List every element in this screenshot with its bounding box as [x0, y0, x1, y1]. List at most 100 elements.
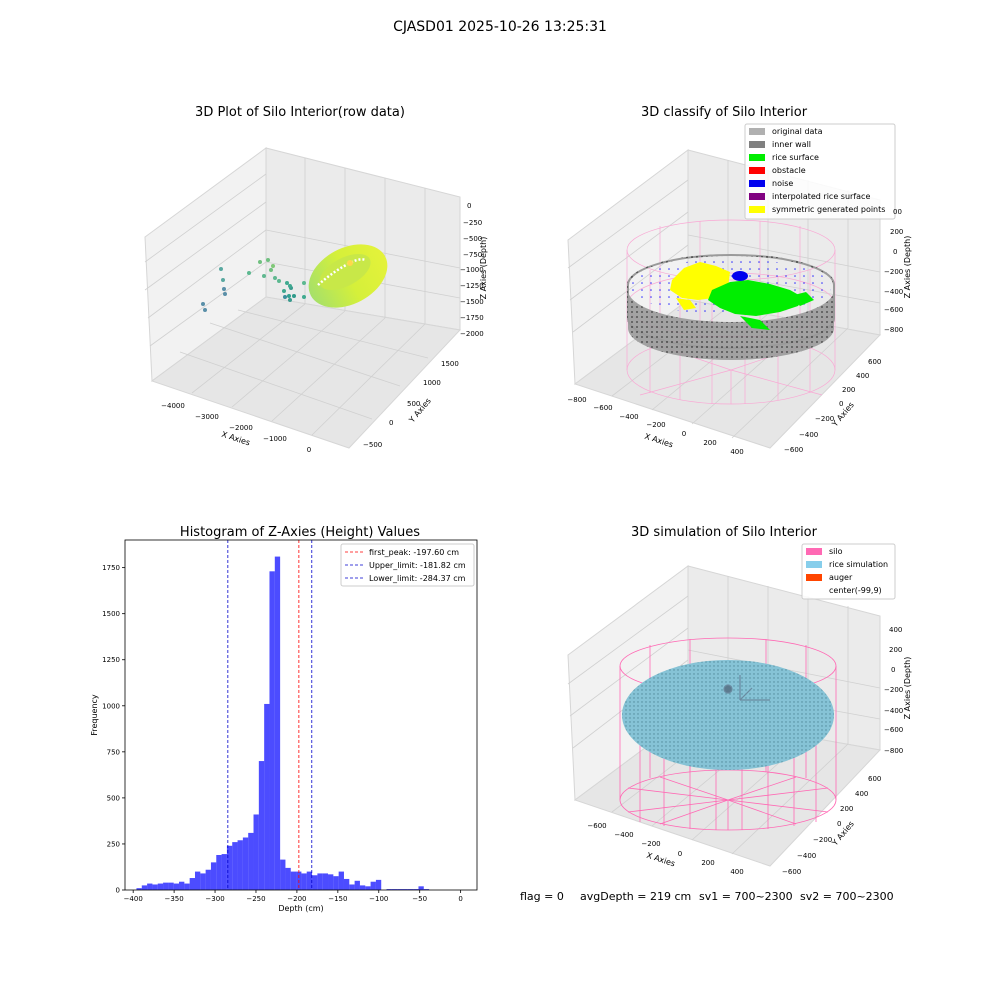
raw-ytick: 500 [407, 400, 420, 408]
classify-ytick: −200 [815, 415, 834, 423]
raw-ztick: −1000 [460, 266, 484, 274]
simulation-ytick: 0 [837, 820, 841, 828]
histogram-bar [184, 883, 190, 890]
histogram-bar [163, 882, 169, 890]
histogram-bar [232, 842, 238, 890]
legend-label: interpolated rice surface [772, 192, 870, 201]
histogram-bar [194, 871, 201, 890]
histogram-bar [365, 886, 371, 890]
histogram-bar [354, 880, 360, 890]
legend-swatch [749, 193, 765, 200]
sv2-text: sv2 = 700~2300 [800, 890, 894, 903]
classify-legend-box [744, 123, 896, 220]
histogram-bar [221, 854, 227, 890]
legend-label: auger [829, 573, 853, 582]
raw-y-ticks: −500 0 500 1000 1500 [363, 360, 459, 449]
classify-ztick: 200 [890, 228, 903, 236]
simulation-z-ticks: 400 200 0 −200 −400 −600 −800 [884, 626, 903, 755]
classify-xtick: −200 [646, 421, 665, 429]
raw-ytick: −500 [363, 441, 382, 449]
raw-zlabel: Z Axies (Depth) [479, 237, 488, 300]
raw-xlabel: X Axies [220, 430, 251, 448]
histogram-bar [242, 837, 249, 890]
histogram-bar [290, 871, 297, 890]
simulation-legend-box [801, 543, 896, 600]
histogram-bar [141, 885, 148, 890]
raw-ztick: 0 [467, 202, 471, 210]
classify-xtick: −600 [593, 404, 612, 412]
histogram-bar [317, 873, 323, 890]
footer-status: flag = 0 avgDepth = 219 cm sv1 = 700~230… [520, 890, 894, 903]
simulation-ytick: 400 [855, 790, 868, 798]
classify-noise-blob [732, 271, 748, 281]
histogram-chart: Histogram of Z-Axies (Height) Values −400… [90, 525, 478, 913]
legend-swatch [806, 548, 822, 555]
classify-ytick: 400 [856, 372, 869, 380]
histogram-bar [136, 888, 142, 890]
histogram-bar [264, 703, 270, 890]
histogram-bar [152, 884, 158, 890]
histogram-bar [285, 867, 291, 890]
classify-legend: original data inner wall rice surface ob… [744, 123, 896, 220]
histogram-bar [168, 882, 174, 890]
avg-depth-text: avgDepth = 219 cm [580, 890, 691, 903]
raw-ytick: 0 [389, 419, 393, 427]
histogram-bar [349, 884, 355, 890]
classify-xtick: −400 [619, 413, 638, 421]
raw-ztick: −750 [463, 251, 482, 259]
y-tick-label: 1250 [102, 656, 120, 664]
classify-title: 3D classify of Silo Interior [641, 105, 808, 120]
sv1-text: sv1 = 700~2300 [699, 890, 793, 903]
simulation-x-ticks: −600 −400 −200 0 200 400 [587, 822, 743, 876]
histogram-bar [157, 883, 164, 890]
simulation-xtick: 400 [730, 868, 743, 876]
raw-ztick: −1250 [460, 282, 484, 290]
histogram-bar [269, 571, 275, 890]
classify-ytick: 200 [842, 386, 855, 394]
y-tick-label: 1750 [102, 564, 120, 572]
histogram-bar [253, 814, 259, 890]
histogram-bar [237, 840, 243, 890]
y-axis-label: Frequency [90, 694, 99, 736]
histogram-bar [205, 869, 211, 890]
histogram-bar [386, 889, 392, 890]
y-tick-label: 0 [116, 887, 120, 895]
histogram-bar [322, 873, 329, 890]
simulation-xtick: −400 [614, 831, 633, 839]
x-tick-label: −200 [287, 895, 306, 903]
raw-xtick: −4000 [161, 402, 185, 410]
legend-swatch [806, 574, 822, 581]
simulation-ytick: −400 [797, 852, 816, 860]
histogram-bar [407, 889, 414, 890]
axes-frame [124, 539, 478, 891]
legend-swatch [806, 561, 822, 568]
panel-simulation-3d: 3D simulation of Silo Interior [567, 525, 912, 876]
x-tick-label: −300 [205, 895, 224, 903]
classify-rice-surface [708, 280, 814, 330]
histogram-bar [301, 873, 307, 890]
raw-ytick: 1000 [423, 379, 441, 387]
legend-label: Upper_limit: -181.82 cm [369, 561, 466, 570]
histogram-bar [423, 889, 430, 890]
simulation-title: 3D simulation of Silo Interior [631, 525, 818, 540]
raw-ztick: −1500 [460, 298, 484, 306]
histogram-bar [173, 883, 180, 890]
classify-xtick: 200 [703, 439, 716, 447]
raw-xtick: −2000 [229, 424, 253, 432]
histogram-bar [179, 881, 185, 890]
legend-swatch [749, 128, 765, 135]
y-tick-label: 1500 [102, 610, 120, 618]
classify-y-ticks: −600 −400 −200 0 200 400 600 [784, 358, 881, 454]
raw-ztick: −500 [463, 235, 482, 243]
panel-classify-3d: 3D classify of Silo Interior [567, 105, 912, 456]
legend-swatch [749, 154, 765, 161]
raw-ztick: −250 [463, 219, 482, 227]
simulation-ztick: 400 [889, 626, 902, 634]
figure-suptitle: CJASD01 2025-10-26 13:25:31 [393, 19, 607, 35]
y-tick-label: 500 [107, 794, 120, 802]
histogram-bar [248, 832, 254, 890]
panel-raw-3d: 3D Plot of Silo Interior(row data) [144, 105, 488, 454]
simulation-xlabel: X Axies [645, 851, 676, 869]
x-tick-label: −350 [164, 895, 183, 903]
raw-ztick: −1750 [460, 314, 484, 322]
